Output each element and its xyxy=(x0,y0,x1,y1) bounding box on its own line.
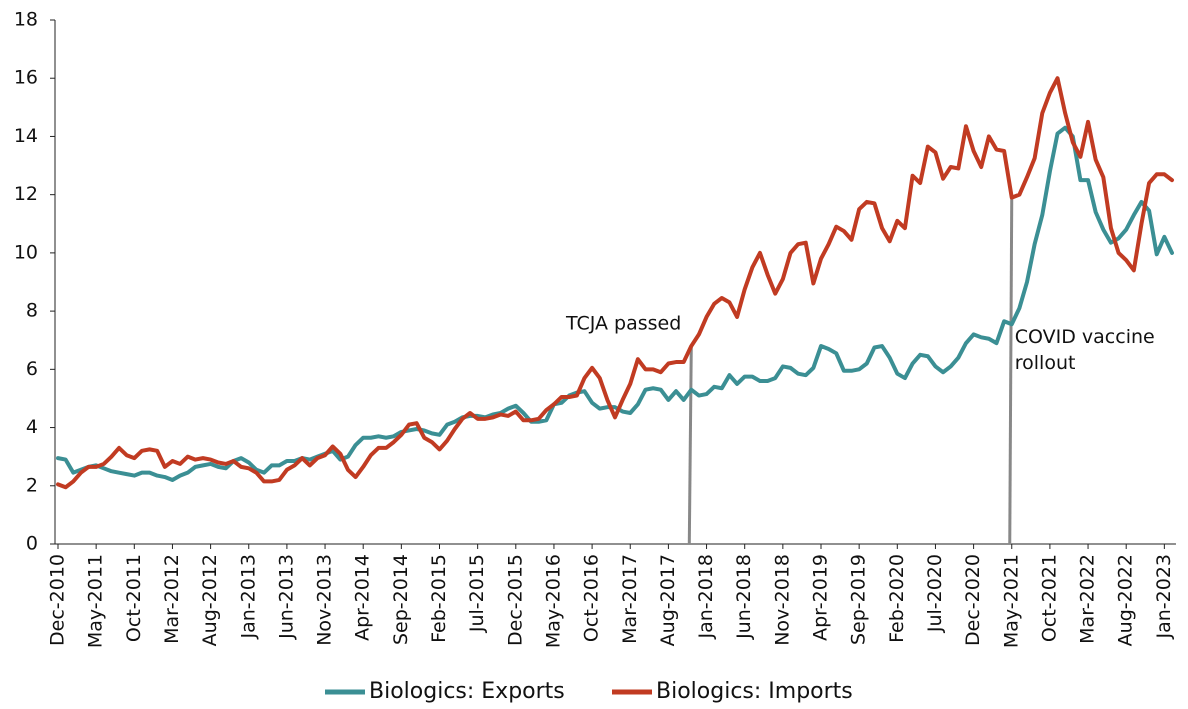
x-tick-label: May-2011 xyxy=(85,554,107,648)
x-tick-label: Feb-2020 xyxy=(886,554,908,643)
y-tick-label: 4 xyxy=(26,416,38,438)
y-tick-label: 18 xyxy=(14,9,38,31)
x-tick-label: Jan-2023 xyxy=(1153,554,1175,640)
x-tick-label: Dec-2015 xyxy=(504,554,526,646)
x-tick-label: Dec-2010 xyxy=(47,554,69,646)
x-tick-label: Jun-2018 xyxy=(733,554,755,640)
series-line xyxy=(56,76,1174,490)
y-tick-label: 14 xyxy=(14,125,38,147)
y-tick-label: 0 xyxy=(26,533,38,555)
annotation-text: rollout xyxy=(1015,352,1076,374)
annotation-text: TCJA passed xyxy=(565,313,681,335)
x-tick-label: Aug-2012 xyxy=(199,554,221,646)
x-tick-label: Mar-2022 xyxy=(1077,554,1099,644)
x-tick-label: May-2021 xyxy=(1000,554,1022,648)
x-tick-label: Dec-2020 xyxy=(962,554,984,646)
x-tick-label: May-2016 xyxy=(542,554,564,648)
x-tick-label: Feb-2015 xyxy=(428,554,450,643)
x-tick-label: Jul-2020 xyxy=(924,554,946,633)
x-tick-label: Mar-2017 xyxy=(619,554,641,644)
annotation-line xyxy=(1008,197,1014,545)
x-tick-label: Nov-2018 xyxy=(771,554,793,646)
legend-label: Biologics: Imports xyxy=(656,679,853,704)
x-tick-label: Aug-2017 xyxy=(657,554,679,646)
x-tick-label: Jan-2018 xyxy=(695,554,717,640)
annotation-line xyxy=(687,346,693,545)
x-tick-label: Sep-2014 xyxy=(390,554,412,645)
legend: Biologics: Exports Biologics: Imports xyxy=(325,679,853,704)
series-line xyxy=(56,125,1174,482)
x-tick-label: Mar-2012 xyxy=(161,554,183,644)
y-tick-label: 12 xyxy=(14,183,38,205)
x-tick-label: Jun-2013 xyxy=(275,554,297,640)
y-tick-label: 10 xyxy=(14,241,38,263)
y-tick-label: 6 xyxy=(26,358,38,380)
legend-label: Biologics: Exports xyxy=(369,679,565,704)
x-tick-label: Aug-2022 xyxy=(1115,554,1137,646)
x-tick-label: Oct-2021 xyxy=(1038,554,1060,642)
y-tick-label: 16 xyxy=(14,67,38,89)
x-tick-label: Jul-2015 xyxy=(466,554,488,633)
x-tick-label: Sep-2019 xyxy=(848,554,870,645)
x-tick-label: Apr-2014 xyxy=(352,554,374,641)
annotation-text: COVID vaccine xyxy=(1015,326,1155,348)
x-tick-label: Oct-2011 xyxy=(123,554,145,642)
y-tick-label: 8 xyxy=(26,300,38,322)
x-tick-label: Oct-2016 xyxy=(581,554,603,642)
x-tick-label: Apr-2019 xyxy=(810,554,832,641)
y-tick-label: 2 xyxy=(26,474,38,496)
x-tick-label: Jan-2013 xyxy=(237,554,259,640)
x-tick-label: Nov-2013 xyxy=(314,554,336,646)
